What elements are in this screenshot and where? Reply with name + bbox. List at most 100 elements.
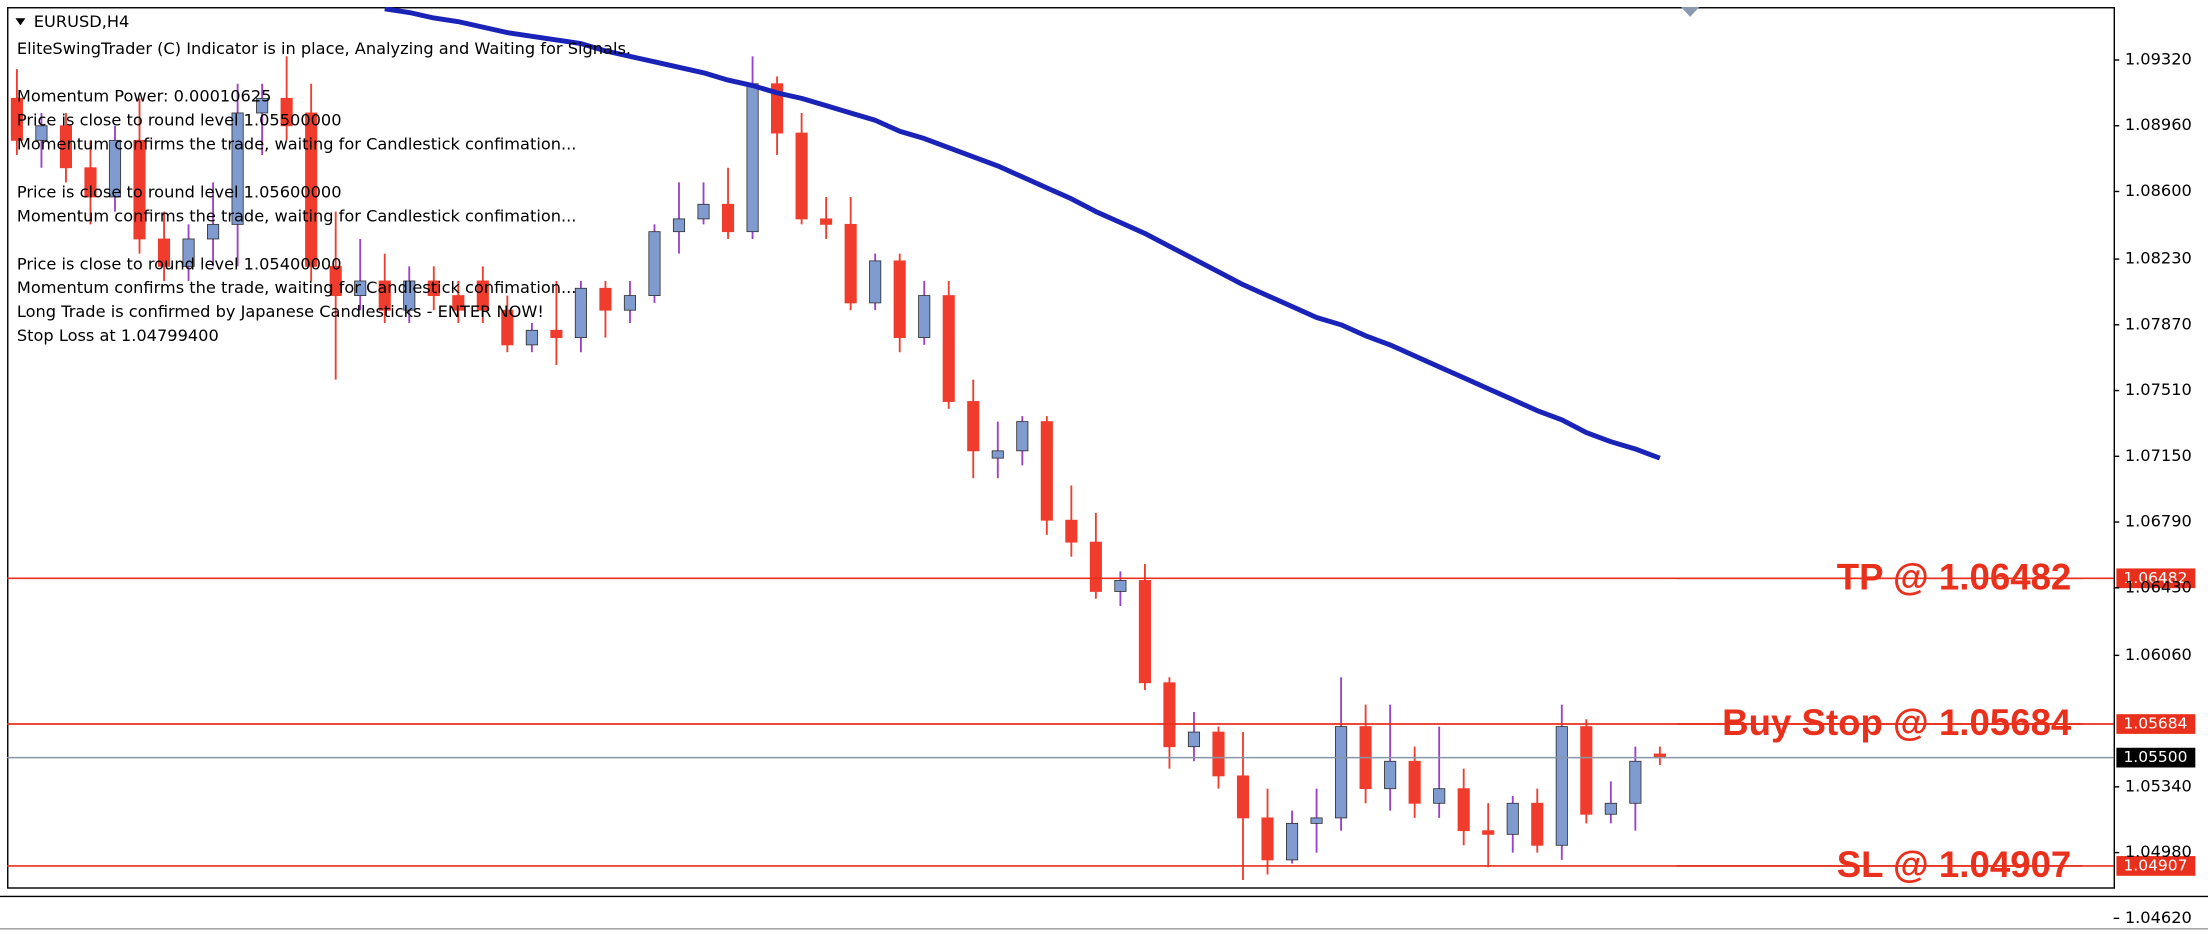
y-tick-label: 1.04980 [2125, 842, 2192, 861]
candle-body [1212, 731, 1225, 777]
level-tag [2116, 568, 2196, 589]
candle-body [991, 450, 1004, 459]
level-tag [2116, 714, 2196, 734]
candle-body [623, 295, 637, 311]
candle-body [1335, 726, 1348, 819]
y-tick-label: 1.06790 [2125, 512, 2192, 531]
level-tag-label: 1.04907 [2123, 856, 2187, 874]
candle-body [1114, 580, 1127, 592]
level-tag-label: 1.05684 [2123, 715, 2187, 733]
indicator-comment: EliteSwingTrader (C) Indicator is in pla… [17, 39, 631, 58]
candle-body [1531, 802, 1544, 846]
level-label: SL @ 1.04907 [1837, 844, 2072, 885]
candle-body [1457, 788, 1470, 832]
candle-body [1163, 682, 1176, 748]
indicator-comment: Price is close to round level 1.05600000 [17, 182, 342, 201]
candle-body [378, 280, 391, 311]
candle-body [501, 309, 514, 346]
candle-body [574, 287, 587, 339]
candle-body [133, 139, 146, 240]
candle-body [893, 260, 906, 339]
indicator-comment: Momentum confirms the trade, waiting for… [17, 206, 577, 225]
y-tick-label: 1.09320 [2125, 50, 2192, 69]
candle-body [1506, 802, 1519, 835]
candle-body [207, 223, 220, 240]
candle-body [721, 203, 735, 233]
candle-body [942, 295, 955, 402]
candle-body [1482, 830, 1495, 835]
y-tick-label: 1.08600 [2125, 181, 2192, 200]
candle-body [1261, 817, 1274, 861]
candle-body [1433, 788, 1446, 804]
moving-average [384, 7, 1661, 461]
candle-body [1236, 775, 1250, 819]
indicator-comment: Price is close to round level 1.05500000 [17, 111, 342, 130]
candle-body [280, 97, 293, 127]
candle-body [10, 97, 23, 141]
candle-body [795, 132, 808, 220]
y-tick-label: 1.07870 [2125, 314, 2192, 333]
candle-body [820, 218, 833, 225]
candle-body [1310, 817, 1323, 824]
y-tick-label: 1.07150 [2125, 446, 2192, 465]
y-tick-label: 1.08960 [2125, 115, 2192, 134]
indicator-comment: Momentum confirms the trade, waiting for… [17, 278, 577, 297]
candle-body [550, 329, 563, 339]
level-tag [2116, 856, 2196, 876]
y-tick-label: 1.07510 [2125, 380, 2192, 399]
candle-body [452, 295, 465, 311]
level-tag-label: 1.06482 [2123, 569, 2187, 587]
plot-frame [7, 7, 2116, 889]
y-tick-label: 1.05340 [2125, 776, 2192, 795]
candle-body [1065, 519, 1078, 543]
candle-body [1138, 580, 1151, 684]
candle-body [1629, 760, 1642, 804]
dropdown-arrow[interactable] [15, 18, 26, 26]
symbol-label: EURUSD,H4 [34, 12, 130, 31]
y-tick-label: 1.04620 [2125, 908, 2192, 927]
candle-body [844, 223, 857, 304]
y-tick-label: 1.06060 [2125, 645, 2192, 664]
candle-body [231, 112, 244, 225]
candle-body [35, 125, 48, 141]
candle-body [1604, 802, 1617, 815]
level-label: TP @ 1.06482 [1837, 556, 2072, 597]
candle-body [1580, 726, 1593, 815]
candle-body [59, 125, 73, 169]
candle-body [771, 83, 784, 134]
indicator-comment: Momentum confirms the trade, waiting for… [17, 135, 577, 154]
candle-body [157, 238, 171, 267]
candle-body [84, 167, 97, 198]
candle-body [403, 280, 416, 311]
candle-body [1555, 726, 1568, 846]
period-marker [1681, 7, 1700, 17]
indicator-comment: Long Trade is confirmed by Japanese Cand… [17, 302, 544, 321]
candle-body [1285, 822, 1299, 861]
candle-body [1187, 731, 1201, 748]
candle-body [1040, 421, 1053, 521]
candle-body [1016, 421, 1029, 452]
candle-body [918, 295, 931, 339]
candle-body [256, 97, 269, 114]
plot-area [10, 7, 1666, 880]
candle-body [869, 260, 882, 304]
candle-body [1408, 760, 1421, 804]
candle-body [108, 139, 122, 198]
candle-body [967, 401, 980, 452]
overlay: EliteSwingTrader (C) Indicator is in pla… [7, 39, 2196, 885]
candle-body [746, 83, 759, 233]
candle-body [648, 231, 661, 297]
candle-body [1089, 541, 1102, 592]
candle-body [427, 280, 440, 297]
candle-body [672, 218, 686, 233]
indicator-comment: Stop Loss at 1.04799400 [17, 326, 219, 345]
candle-body [354, 280, 367, 297]
level-label: Buy Stop @ 1.05684 [1722, 702, 2072, 743]
candle-body [305, 112, 318, 267]
y-tick-label: 1.08230 [2125, 249, 2192, 268]
current-price-label: 1.05500 [2123, 748, 2187, 766]
y-tick-label: 1.06430 [2125, 577, 2192, 596]
